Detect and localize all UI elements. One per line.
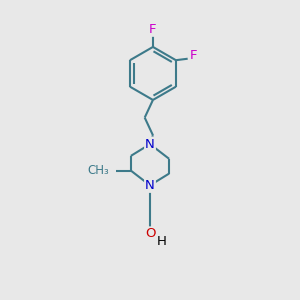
Text: O: O xyxy=(145,227,155,240)
Text: F: F xyxy=(149,23,157,36)
Text: H: H xyxy=(156,236,166,248)
Text: F: F xyxy=(190,49,197,62)
Text: CH₃: CH₃ xyxy=(88,164,110,177)
Text: N: N xyxy=(145,138,155,151)
Text: N: N xyxy=(145,179,155,192)
